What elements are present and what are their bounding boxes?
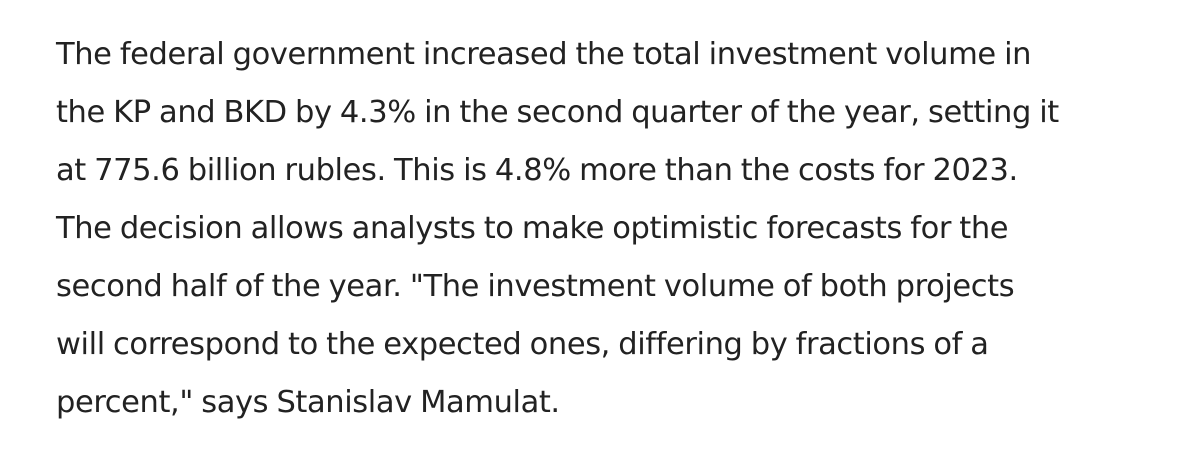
paragraph-line: the KP and BKD by 4.3% in the second qua… xyxy=(56,95,1059,130)
paragraph-line: percent," says Stanislav Mamulat. xyxy=(56,385,560,420)
paragraph-line: at 775.6 billion rubles. This is 4.8% mo… xyxy=(56,153,1018,188)
paragraph-line: will correspond to the expected ones, di… xyxy=(56,327,989,362)
article-paragraph: The federal government increased the tot… xyxy=(56,26,1176,432)
paragraph-line: The federal government increased the tot… xyxy=(56,37,1032,72)
paragraph-line: The decision allows analysts to make opt… xyxy=(56,211,1009,246)
paragraph-line: second half of the year. "The investment… xyxy=(56,269,1015,304)
